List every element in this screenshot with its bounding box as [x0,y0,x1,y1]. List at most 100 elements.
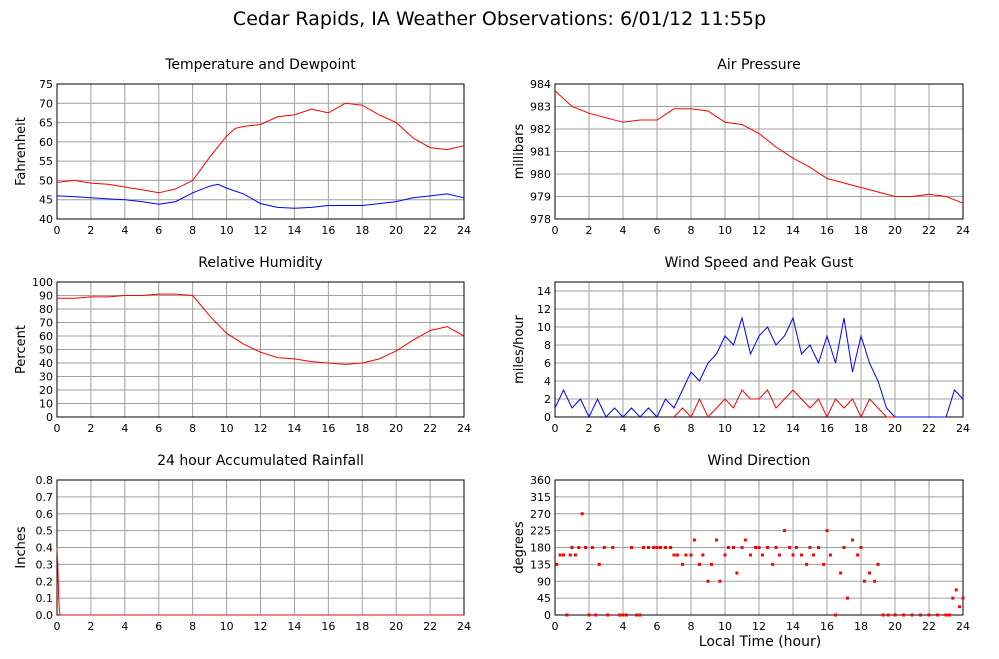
y-tick-label: 180 [530,542,551,555]
data-point [684,553,688,557]
plot-frame [56,281,465,418]
data-point [558,553,562,557]
data-point [800,553,803,557]
data-point [856,553,860,557]
data-point [570,546,574,549]
x-tick-label: 2 [586,620,593,633]
data-point [664,546,667,549]
x-tick-label: 8 [688,422,695,435]
y-tick-label: 20 [39,384,53,397]
data-point [735,571,739,575]
data-point [743,538,747,542]
y-tick-label: 80 [39,303,53,316]
data-point [791,553,795,557]
data-point [706,579,710,583]
y-tick-label: 0.4 [36,542,54,555]
data-point [681,562,684,566]
data-point [757,546,761,549]
x-tick-label: 22 [922,422,936,435]
x-tick-label: 8 [688,620,695,633]
x-tick-label: 16 [321,224,335,237]
x-tick-label: 4 [620,422,627,435]
x-tick-label: 8 [189,422,196,435]
data-point [675,553,679,557]
data-point [726,546,730,549]
data-point [698,562,701,566]
data-point [828,553,832,557]
y-tick-label: 60 [39,330,53,343]
data-point [672,553,676,557]
y-tick-label: 0 [46,411,53,424]
x-tick-label: 0 [54,620,61,633]
y-tick-label: 55 [39,155,53,168]
y-tick-label: 984 [530,78,551,91]
y-tick-label: 225 [530,525,551,538]
data-point [919,613,922,617]
data-point [740,546,744,549]
data-point [647,546,650,549]
data-point [808,546,812,549]
series-line-0 [554,90,964,204]
x-tick-label: 14 [786,422,800,435]
x-tick-label: 16 [820,422,834,435]
data-point [669,546,673,549]
x-tick-label: 22 [922,620,936,633]
x-tick-label: 24 [457,422,471,435]
x-tick-label: 10 [220,224,234,237]
x-tick-label: 6 [155,422,162,435]
data-point [630,546,633,549]
x-tick-label: 18 [355,620,369,633]
data-point [658,546,662,549]
x-tick-label: 12 [254,224,268,237]
x-tick-label: 20 [888,620,902,633]
x-tick-label: 4 [620,224,627,237]
series-line-1 [56,183,465,209]
x-tick-label: 2 [586,422,593,435]
x-tick-label: 18 [355,224,369,237]
data-point [951,596,955,600]
data-point [597,562,601,566]
y-tick-label: 2 [544,393,551,406]
series-line-0 [554,316,964,419]
chart-title: Wind Speed and Peak Gust [665,255,854,271]
data-point [783,529,786,533]
y-tick-label: 30 [39,371,53,384]
data-point [825,529,829,533]
y-tick-label: 982 [530,123,551,136]
x-tick-label: 16 [820,620,834,633]
data-point [822,562,826,566]
y-axis-label: millibars [512,124,527,180]
data-point [611,546,615,549]
x-tick-label: 14 [786,620,800,633]
x-tick-label: 8 [688,224,695,237]
data-point [568,553,572,557]
data-point [587,613,591,617]
x-tick-label: 8 [189,224,196,237]
y-tick-label: 135 [530,558,551,571]
data-point [580,512,584,516]
x-tick-label: 12 [254,620,268,633]
x-tick-label: 14 [287,620,301,633]
y-tick-label: 40 [39,357,53,370]
y-tick-label: 0 [544,411,551,424]
data-point [760,553,764,557]
chart-0: 0 2 4 6 8 10 12 14 16 18 20 22 244045505560657075Tem… [14,57,471,237]
data-point [936,613,939,617]
data-point [893,613,897,617]
data-point [562,553,565,557]
y-tick-label: 45 [537,592,551,605]
data-point [817,546,820,549]
data-point [641,546,645,549]
data-point [618,613,622,617]
y-tick-label: 0.1 [36,592,54,605]
y-tick-label: 75 [39,78,53,91]
data-point [555,562,559,566]
x-tick-label: 18 [355,422,369,435]
y-tick-label: 70 [39,317,53,330]
x-tick-label: 18 [854,620,868,633]
data-point [774,546,778,549]
x-tick-label: 22 [423,620,437,633]
y-tick-label: 6 [544,357,551,370]
y-tick-label: 0.7 [36,491,54,504]
